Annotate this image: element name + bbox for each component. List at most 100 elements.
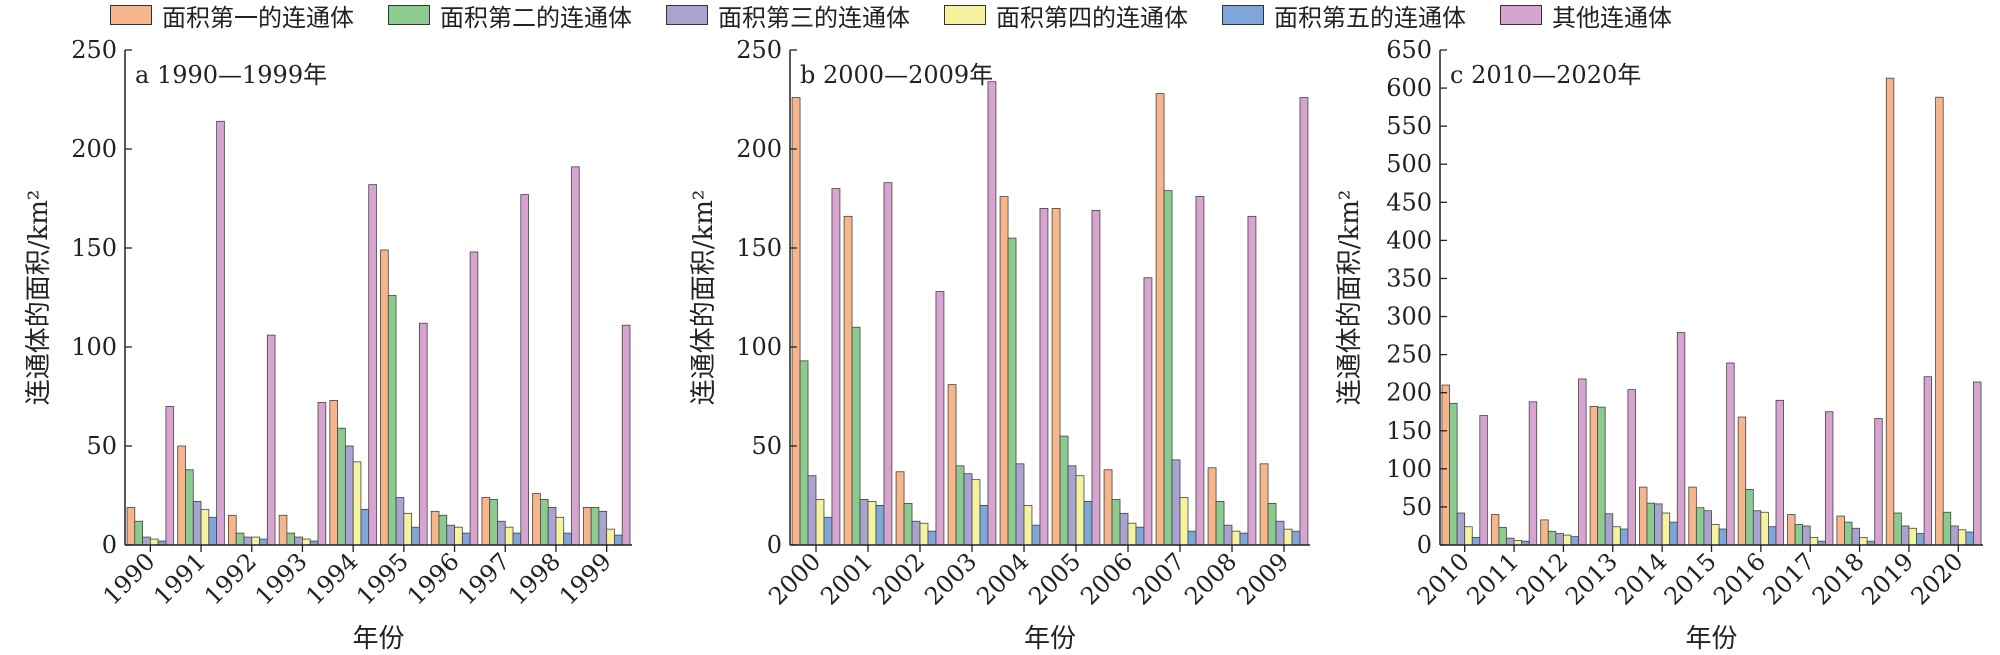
bar <box>1973 381 1982 546</box>
bar <box>1127 522 1137 546</box>
bar <box>243 536 253 546</box>
bar <box>1540 519 1549 546</box>
y-tick-label: 50 <box>751 432 782 460</box>
bar <box>1464 526 1473 546</box>
bar <box>815 499 825 546</box>
bar <box>1802 525 1811 546</box>
bar <box>614 534 623 546</box>
bar <box>1275 520 1285 546</box>
legend-item: 面积第二的连通体 <box>388 0 632 33</box>
y-axis-label: 连通体的面积/km² <box>689 190 719 406</box>
bar <box>1490 514 1500 546</box>
bar <box>512 532 522 546</box>
x-tick-label: 2016 <box>1708 547 1771 610</box>
bar <box>134 520 143 546</box>
bar <box>489 499 498 546</box>
x-tick-label: 2009 <box>1231 547 1294 610</box>
y-tick-label: 0 <box>767 531 782 559</box>
x-tick-label: 2017 <box>1757 547 1820 610</box>
bar <box>1737 416 1747 546</box>
bar <box>1163 190 1173 546</box>
bar <box>1135 526 1145 546</box>
bar <box>1908 527 1917 546</box>
bar <box>1103 469 1113 546</box>
bar <box>1604 513 1614 546</box>
x-tick-label: 2014 <box>1609 547 1672 610</box>
bar <box>799 360 809 546</box>
bar <box>1589 405 1599 546</box>
bar <box>999 196 1009 546</box>
bar <box>1555 533 1564 546</box>
bar <box>1893 512 1902 546</box>
y-tick-label: 250 <box>1386 341 1432 369</box>
bar <box>1007 237 1017 546</box>
bar <box>1471 536 1481 546</box>
bar <box>142 536 151 546</box>
legend-swatch <box>944 5 986 25</box>
bar <box>1859 536 1868 546</box>
y-tick-label: 650 <box>1386 36 1432 64</box>
bar <box>1179 497 1189 546</box>
y-tick-label: 200 <box>1386 379 1432 407</box>
bar <box>1836 515 1845 546</box>
bar <box>540 499 549 546</box>
bar <box>200 508 210 546</box>
x-tick-label: 2015 <box>1659 547 1722 610</box>
y-tick-label: 100 <box>1386 455 1432 483</box>
bar <box>1639 486 1648 546</box>
legend-swatch <box>388 5 430 25</box>
bar <box>582 506 592 546</box>
bar <box>1809 536 1819 546</box>
bar <box>259 538 268 546</box>
bar <box>927 530 937 546</box>
legend-item: 面积第五的连通体 <box>1222 0 1466 33</box>
x-tick-label: 2011 <box>1461 547 1524 610</box>
y-tick-label: 150 <box>71 234 117 262</box>
bar <box>1570 536 1579 546</box>
bar <box>1957 529 1967 546</box>
bar <box>791 97 801 546</box>
y-tick-label: 450 <box>1386 188 1432 216</box>
bar <box>228 514 237 546</box>
bar <box>1695 507 1705 546</box>
bar <box>1661 512 1671 546</box>
bar <box>571 166 580 546</box>
bar <box>1900 525 1910 546</box>
bar <box>360 508 370 546</box>
bar <box>1299 97 1309 546</box>
y-tick-label: 150 <box>1386 417 1432 445</box>
bar <box>935 291 945 546</box>
bar <box>251 536 260 546</box>
bar <box>1528 401 1538 546</box>
bar <box>1612 526 1621 546</box>
bar <box>294 536 303 546</box>
bar <box>403 512 413 546</box>
bar <box>1039 207 1049 546</box>
bar <box>1597 406 1606 546</box>
bar <box>1259 463 1269 546</box>
bar <box>1787 514 1796 546</box>
bar <box>1646 502 1655 546</box>
bar <box>1703 510 1712 546</box>
bar <box>947 384 957 546</box>
chart-panel: 0 50 100 150 200 250 300 350 400 450 500 550 600 650 2… <box>1335 36 1983 654</box>
chart-title: c 2010—2020年 <box>1450 61 1641 89</box>
bar <box>1059 435 1069 546</box>
bar <box>1083 501 1093 546</box>
bar <box>621 324 631 546</box>
bar <box>895 471 905 546</box>
bar <box>1950 525 1959 546</box>
bar <box>1195 196 1205 546</box>
bar <box>1688 486 1697 546</box>
x-tick-label: 1991 <box>148 547 211 610</box>
bar <box>387 295 397 546</box>
bar <box>438 514 448 546</box>
bar <box>831 188 841 546</box>
chart-title: a 1990—1999年 <box>135 61 327 89</box>
bar <box>1441 384 1450 546</box>
bar <box>911 520 921 546</box>
bar <box>1965 531 1974 546</box>
y-tick-label: 300 <box>1386 303 1432 331</box>
bar <box>606 528 615 546</box>
